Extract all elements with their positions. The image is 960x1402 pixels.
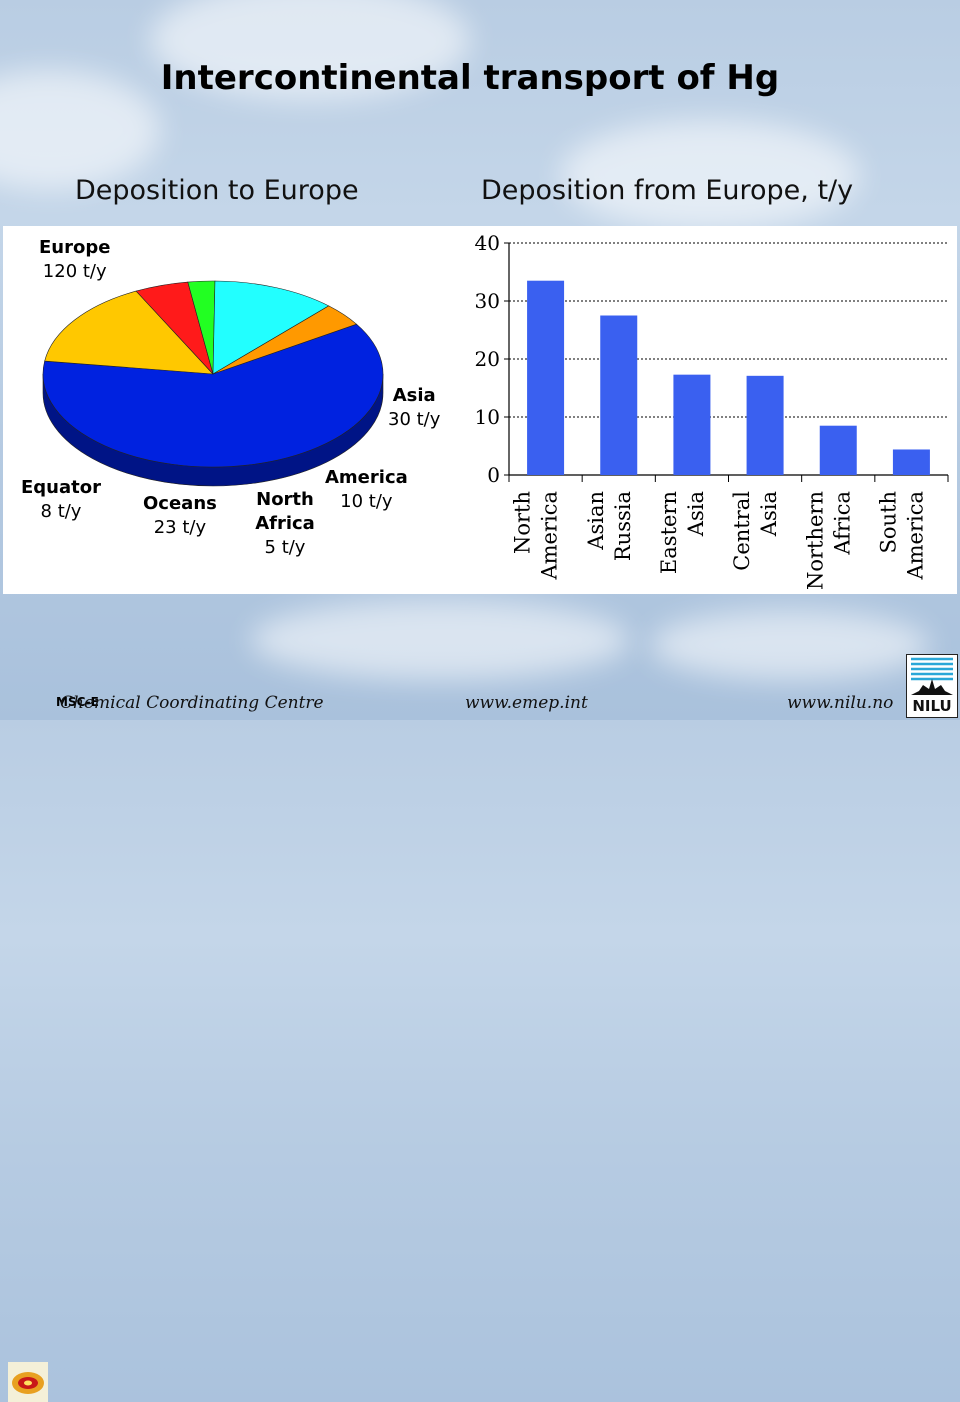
bar-central-asia — [746, 375, 784, 475]
label-north-africa-name: North Africa — [255, 489, 315, 534]
label-oceans-name: Oceans — [143, 493, 217, 514]
x-tick-label-south-america: South America — [876, 491, 927, 581]
x-tick-label-word: Asian — [584, 491, 608, 551]
x-tick-label-word: America — [903, 491, 927, 581]
x-tick-label-word: Asia — [757, 491, 781, 537]
label-america-value: 10 t/y — [340, 491, 393, 512]
footer-url-emep[interactable]: www.emep.int — [465, 693, 588, 713]
label-america-name: America — [325, 467, 408, 488]
x-tick-label-word: Northern — [803, 491, 827, 590]
footer-org: Chemical Coordinating Centre — [60, 693, 324, 713]
x-tick-label-word: South — [876, 491, 900, 554]
subtitle-right: Deposition from Europe, t/y — [481, 175, 854, 206]
x-tick-label-central-asia: Central Asia — [730, 491, 781, 571]
y-tick-label: 30 — [475, 289, 500, 313]
x-tick-label-word: Central — [730, 491, 754, 571]
x-tick-label-word: America — [538, 491, 562, 581]
y-tick-label: 0 — [487, 463, 500, 487]
msc-logo-icon — [8, 1362, 48, 1402]
y-tick-label: 20 — [475, 347, 500, 371]
msc-tag: MSC-E — [56, 695, 99, 709]
label-north-africa-value: 5 t/y — [264, 537, 306, 558]
x-tick-label-north-america: North America — [511, 491, 562, 581]
label-equator: Equator 8 t/y — [21, 476, 101, 524]
pie-chart — [42, 280, 384, 487]
label-europe-value: 120 t/y — [42, 261, 107, 282]
label-asia-value: 30 t/y — [388, 409, 441, 430]
bar-chart-panel: 0 10 20 30 40 North America Asian Russia Eastern A… — [458, 226, 957, 594]
subtitle-left: Deposition to Europe — [75, 175, 359, 206]
slide-title: Intercontinental transport of Hg — [160, 58, 780, 98]
nilu-logo-text: NILU — [912, 697, 952, 715]
label-america: America 10 t/y — [325, 466, 408, 514]
pie-slice-asia — [44, 290, 214, 375]
pie-chart-panel: Europe 120 t/y Asia 30 t/y America 10 t/… — [3, 226, 458, 594]
pie-slice-equator — [212, 305, 358, 375]
footer-url-nilu[interactable]: www.nilu.no — [787, 693, 894, 713]
label-europe-name: Europe — [39, 237, 111, 258]
x-tick-label-word: Russia — [611, 491, 635, 561]
x-tick-label-word: Africa — [830, 491, 854, 556]
bar-northern-africa — [819, 425, 857, 475]
bar-asian-russia — [600, 315, 638, 475]
label-europe: Europe 120 t/y — [39, 236, 110, 284]
nilu-logo-icon: NILU — [906, 654, 958, 718]
label-oceans-value: 23 t/y — [153, 517, 207, 538]
label-equator-name: Equator — [21, 477, 101, 498]
x-tick-label-eastern-asia: Eastern Asia — [657, 491, 708, 574]
x-tick-label-word: North — [511, 491, 535, 554]
x-tick-label-northern-africa: Northern Africa — [803, 491, 854, 590]
x-tick-label-asian-russia: Asian Russia — [584, 491, 635, 561]
label-oceans: Oceans 23 t/y — [143, 492, 217, 540]
label-asia: Asia 30 t/y — [388, 384, 440, 432]
y-tick-label: 40 — [475, 231, 500, 255]
pie-slice-europe — [42, 323, 384, 468]
label-equator-value: 8 t/y — [40, 501, 82, 522]
label-asia-name: Asia — [392, 385, 436, 406]
bar-north-america — [527, 280, 565, 475]
label-north-africa: North Africa 5 t/y — [250, 488, 320, 560]
x-tick-label-word: Eastern — [657, 491, 681, 574]
bar-south-america — [892, 449, 930, 475]
x-tick-label-word: Asia — [684, 491, 708, 537]
pie-slice-oceans — [212, 280, 330, 375]
y-tick-label: 10 — [475, 405, 500, 429]
bar-eastern-asia — [673, 374, 711, 475]
